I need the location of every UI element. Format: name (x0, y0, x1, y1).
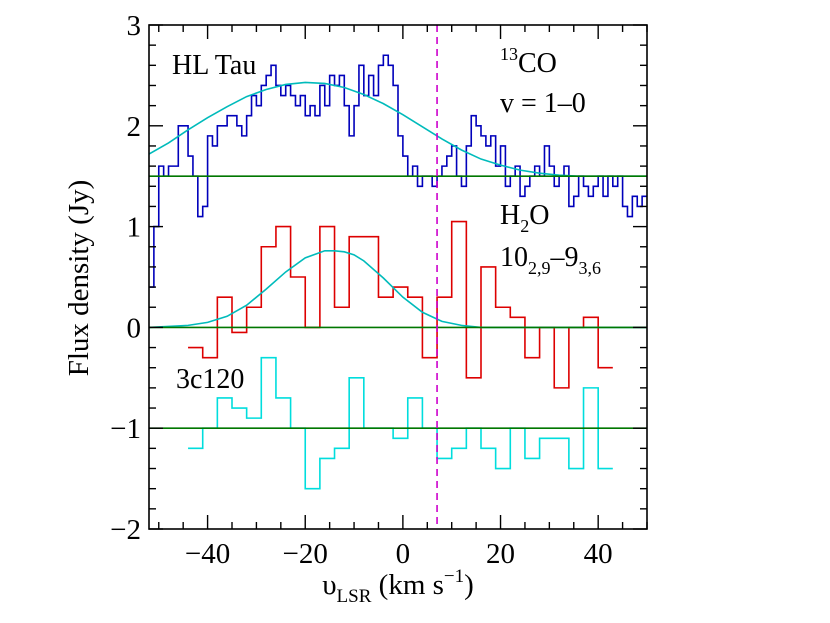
plot-frame (148, 24, 648, 530)
x-axis-unit-open: (km s (371, 569, 444, 601)
x-tick-label: −20 (283, 538, 328, 570)
x-axis-unit-superscript: −1 (444, 566, 464, 587)
h2o-label: H2O (500, 200, 549, 236)
y-tick-label: 2 (127, 111, 142, 143)
y-tick-label: 0 (127, 312, 142, 344)
y-tick-label: 1 (127, 212, 142, 244)
x-tick-label: 40 (584, 538, 613, 570)
h2o-o: O (529, 200, 549, 231)
calibrator-label: 3c120 (176, 364, 244, 395)
co-transition-label: v = 1–0 (500, 88, 586, 119)
h2o-upper-level: 10 (500, 242, 528, 273)
h2o-subscript: 2 (520, 216, 529, 236)
x-axis-title: υLSR (km s−1) (322, 566, 474, 607)
y-tick-label: −2 (110, 514, 141, 546)
co-isotope-superscript: 13 (500, 44, 518, 64)
x-axis-symbol-subscript: LSR (337, 586, 372, 607)
co-molecule: CO (518, 48, 557, 79)
x-axis-unit-close: ) (464, 569, 474, 601)
series-1 (188, 220, 613, 389)
y-tick-label: 3 (127, 10, 142, 42)
reference-lines-layer (149, 25, 647, 529)
y-axis-title: Flux density (Jy) (63, 180, 95, 377)
h2o-h: H (500, 200, 520, 231)
x-tick-label: 20 (486, 538, 515, 570)
target-label: HL Tau (172, 50, 256, 81)
x-tick-label: −40 (185, 538, 230, 570)
h2o-transition-dash: – (550, 242, 566, 273)
axes-layer: −40 −20 0 20 40 −2 −1 0 1 2 3 (110, 10, 648, 570)
x-axis-symbol: υ (322, 569, 336, 601)
series-0 (149, 54, 647, 288)
h2o-lower-subscript: 3,6 (579, 258, 602, 278)
y-tick-label: −1 (110, 413, 141, 445)
co-line-label: 13CO (500, 44, 557, 79)
h2o-lower-level: 9 (565, 242, 579, 273)
h2o-upper-subscript: 2,9 (528, 258, 551, 278)
x-tick-label: 0 (396, 538, 411, 570)
series-2 (188, 356, 613, 490)
h2o-transition-label: 102,9–93,6 (500, 242, 601, 278)
